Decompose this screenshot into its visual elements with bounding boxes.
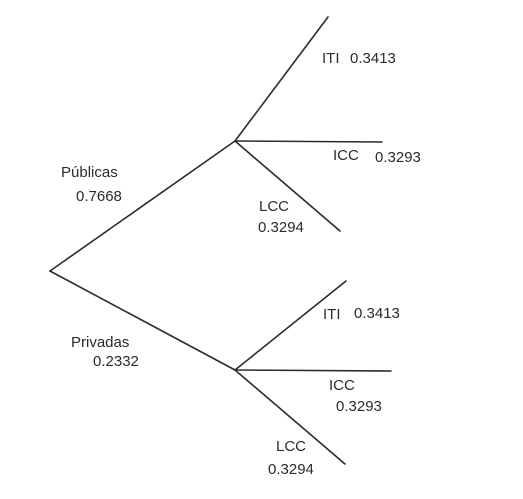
bottom-lcc-value: 0.3294 [268, 461, 314, 478]
top-iti-value: 0.3413 [350, 50, 396, 67]
publicas-label: Públicas [61, 164, 118, 181]
privadas-value: 0.2332 [93, 353, 139, 370]
branch-privadas-to-lcc [234, 369, 346, 465]
bottom-iti-label: ITI [323, 306, 341, 323]
bottom-lcc-label: LCC [276, 438, 306, 455]
branch-root-to-privadas [49, 270, 236, 371]
branch-publicas-to-iti [234, 16, 329, 142]
top-lcc-label: LCC [259, 198, 289, 215]
privadas-label: Privadas [71, 334, 129, 351]
bottom-icc-value: 0.3293 [336, 398, 382, 415]
branch-root-to-publicas [49, 140, 236, 272]
bottom-icc-label: ICC [329, 377, 355, 394]
branch-publicas-to-icc [234, 140, 383, 143]
bottom-iti-value: 0.3413 [354, 305, 400, 322]
branch-privadas-to-iti [234, 280, 347, 371]
top-icc-value: 0.3293 [375, 149, 421, 166]
top-lcc-value: 0.3294 [258, 219, 304, 236]
top-icc-label: ICC [333, 147, 359, 164]
top-iti-label: ITI [322, 50, 340, 67]
branch-privadas-to-icc [234, 369, 392, 372]
publicas-value: 0.7668 [76, 188, 122, 205]
branch-publicas-to-lcc [234, 140, 341, 232]
